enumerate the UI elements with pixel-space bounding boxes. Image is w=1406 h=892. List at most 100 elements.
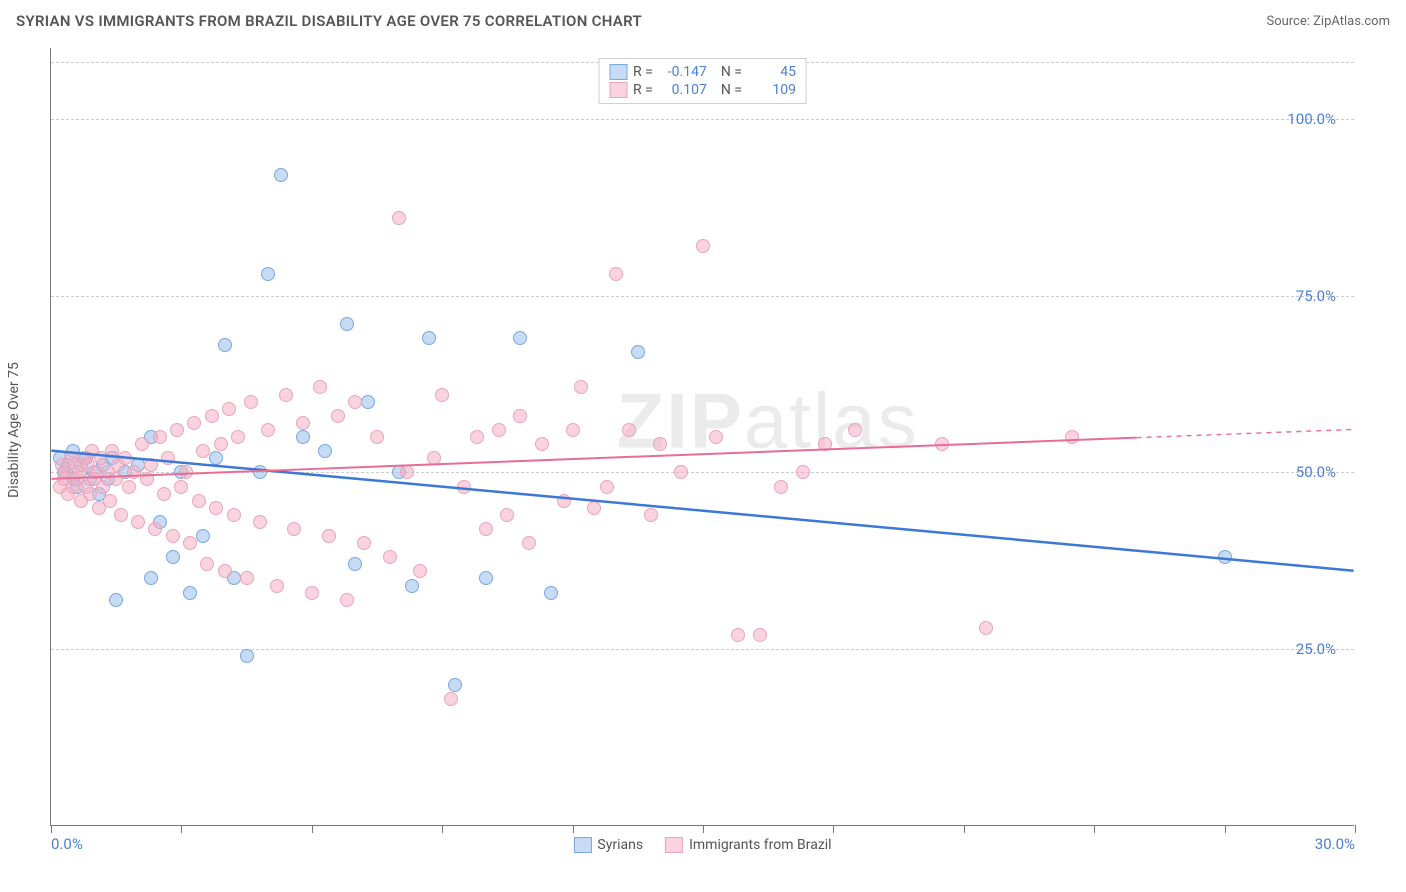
data-point-brazil <box>753 628 767 642</box>
watermark: ZIPatlas <box>617 375 919 466</box>
data-point-brazil <box>144 458 158 472</box>
data-point-brazil <box>383 550 397 564</box>
data-point-syrians <box>109 593 123 607</box>
header: SYRIAN VS IMMIGRANTS FROM BRAZIL DISABIL… <box>0 0 1406 38</box>
x-tick <box>964 825 965 833</box>
data-point-syrians <box>261 267 275 281</box>
data-point-brazil <box>166 529 180 543</box>
data-point-syrians <box>479 571 493 585</box>
stat-row-syrians: R = -0.147 N = 45 <box>609 63 796 81</box>
source-attribution: Source: ZipAtlas.com <box>1266 14 1390 29</box>
x-tick-label: 0.0% <box>51 835 83 853</box>
data-point-brazil <box>600 480 614 494</box>
n-value-brazil: 109 <box>748 82 796 98</box>
data-point-brazil <box>622 423 636 437</box>
data-point-brazil <box>296 416 310 430</box>
data-point-brazil <box>479 522 493 536</box>
data-point-brazil <box>114 508 128 522</box>
data-point-brazil <box>574 380 588 394</box>
n-label: N = <box>721 64 742 80</box>
data-point-brazil <box>644 508 658 522</box>
data-point-brazil <box>253 515 267 529</box>
data-point-brazil <box>105 444 119 458</box>
data-point-brazil <box>609 267 623 281</box>
data-point-syrians <box>274 168 288 182</box>
data-point-brazil <box>492 423 506 437</box>
data-point-brazil <box>674 465 688 479</box>
swatch-syrians <box>573 837 591 853</box>
r-label: R = <box>633 82 653 98</box>
y-tick-label: 25.0% <box>1296 640 1336 658</box>
data-point-brazil <box>127 465 141 479</box>
data-point-brazil <box>935 437 949 451</box>
x-tick <box>703 825 704 833</box>
y-tick-label: 50.0% <box>1296 463 1336 481</box>
data-point-brazil <box>244 395 258 409</box>
data-point-brazil <box>322 529 336 543</box>
data-point-brazil <box>183 536 197 550</box>
data-point-brazil <box>218 564 232 578</box>
x-tick <box>1225 825 1226 833</box>
legend-label-brazil: Immigrants from Brazil <box>689 837 832 853</box>
x-tick <box>442 825 443 833</box>
data-point-brazil <box>118 451 132 465</box>
x-tick <box>1355 825 1356 833</box>
y-axis-label: Disability Age Over 75 <box>6 362 22 498</box>
data-point-brazil <box>96 480 110 494</box>
data-point-brazil <box>231 430 245 444</box>
data-point-syrians <box>448 678 462 692</box>
data-point-brazil <box>566 423 580 437</box>
x-tick <box>312 825 313 833</box>
data-point-brazil <box>470 430 484 444</box>
data-point-brazil <box>157 487 171 501</box>
data-point-syrians <box>340 317 354 331</box>
data-point-brazil <box>357 536 371 550</box>
data-point-brazil <box>818 437 832 451</box>
data-point-brazil <box>135 437 149 451</box>
data-point-brazil <box>587 501 601 515</box>
n-label: N = <box>721 82 742 98</box>
y-tick-label: 100.0% <box>1287 110 1336 128</box>
data-point-brazil <box>161 451 175 465</box>
data-point-syrians <box>218 338 232 352</box>
data-point-brazil <box>522 536 536 550</box>
data-point-brazil <box>205 409 219 423</box>
swatch-brazil <box>665 837 683 853</box>
data-point-brazil <box>348 395 362 409</box>
data-point-syrians <box>631 345 645 359</box>
data-point-brazil <box>109 472 123 486</box>
chart-title: SYRIAN VS IMMIGRANTS FROM BRAZIL DISABIL… <box>16 12 642 30</box>
data-point-brazil <box>796 465 810 479</box>
data-point-syrians <box>361 395 375 409</box>
legend-item-brazil: Immigrants from Brazil <box>665 837 832 853</box>
data-point-brazil <box>103 494 117 508</box>
data-point-brazil <box>187 416 201 430</box>
data-point-brazil <box>305 586 319 600</box>
y-tick-label: 75.0% <box>1296 287 1336 305</box>
gridline <box>51 472 1354 473</box>
correlation-scatter-chart: ZIPatlas R = -0.147 N = 45 R = 0.107 N =… <box>50 48 1354 826</box>
data-point-syrians <box>348 557 362 571</box>
data-point-brazil <box>331 409 345 423</box>
x-tick <box>573 825 574 833</box>
data-point-brazil <box>148 522 162 536</box>
data-point-brazil <box>1065 430 1079 444</box>
trendline-syrians <box>51 451 1353 571</box>
data-point-brazil <box>653 437 667 451</box>
x-tick <box>833 825 834 833</box>
data-point-syrians <box>422 331 436 345</box>
data-point-brazil <box>240 571 254 585</box>
data-point-brazil <box>457 480 471 494</box>
data-point-brazil <box>214 437 228 451</box>
r-label: R = <box>633 64 653 80</box>
x-tick-label: 30.0% <box>1315 835 1355 853</box>
data-point-brazil <box>287 522 301 536</box>
data-point-brazil <box>427 451 441 465</box>
data-point-syrians <box>318 444 332 458</box>
x-tick <box>51 825 52 833</box>
data-point-brazil <box>370 430 384 444</box>
data-point-brazil <box>196 444 210 458</box>
gridline <box>51 119 1354 120</box>
data-point-brazil <box>153 430 167 444</box>
statistics-legend: R = -0.147 N = 45 R = 0.107 N = 109 <box>598 58 807 104</box>
